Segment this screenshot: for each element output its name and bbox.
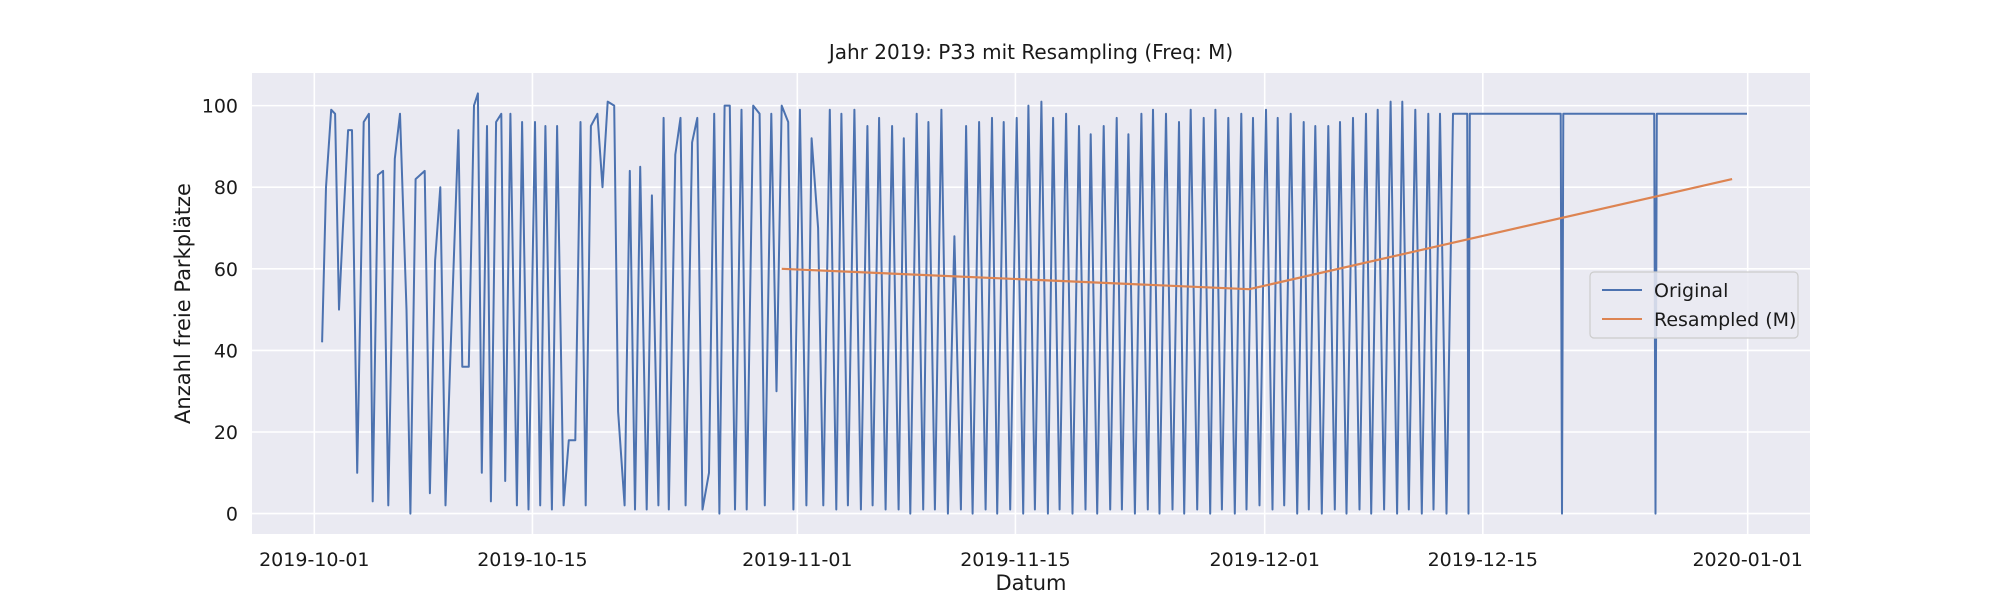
series-line-resampled — [781, 178, 1733, 291]
x-axis-label: Datum — [995, 571, 1066, 595]
x-tick-label: 2020-01-01 — [1692, 549, 1802, 571]
legend-box — [1589, 271, 1799, 339]
series-layer — [321, 92, 1747, 515]
tick-labels: 2019-10-01 2019-10-15 2019-11-01 2019-11-15… — [202, 96, 1803, 571]
y-tick-label: 100 — [202, 96, 238, 118]
x-tick-label: 2019-12-15 — [1428, 549, 1538, 571]
x-tick-label: 2019-12-01 — [1209, 549, 1319, 571]
x-tick-label: 2019-11-15 — [960, 549, 1070, 571]
chart-title: Jahr 2019: P33 mit Resampling (Freq: M) — [827, 40, 1233, 64]
y-tick-label: 60 — [214, 259, 238, 281]
legend: Original Resampled (M) — [1589, 271, 1799, 339]
legend-label-original: Original — [1654, 280, 1728, 302]
x-tick-label: 2019-11-01 — [742, 549, 852, 571]
y-tick-label: 20 — [214, 422, 238, 444]
legend-label-resampled: Resampled (M) — [1654, 309, 1796, 331]
y-tick-label: 40 — [214, 340, 238, 362]
x-tick-label: 2019-10-15 — [477, 549, 587, 571]
y-tick-label: 0 — [226, 504, 238, 526]
series-line-original — [321, 92, 1747, 515]
x-tick-label: 2019-10-01 — [259, 549, 369, 571]
y-axis-label: Anzahl freie Parkplätze — [171, 183, 195, 424]
y-tick-label: 80 — [214, 177, 238, 199]
